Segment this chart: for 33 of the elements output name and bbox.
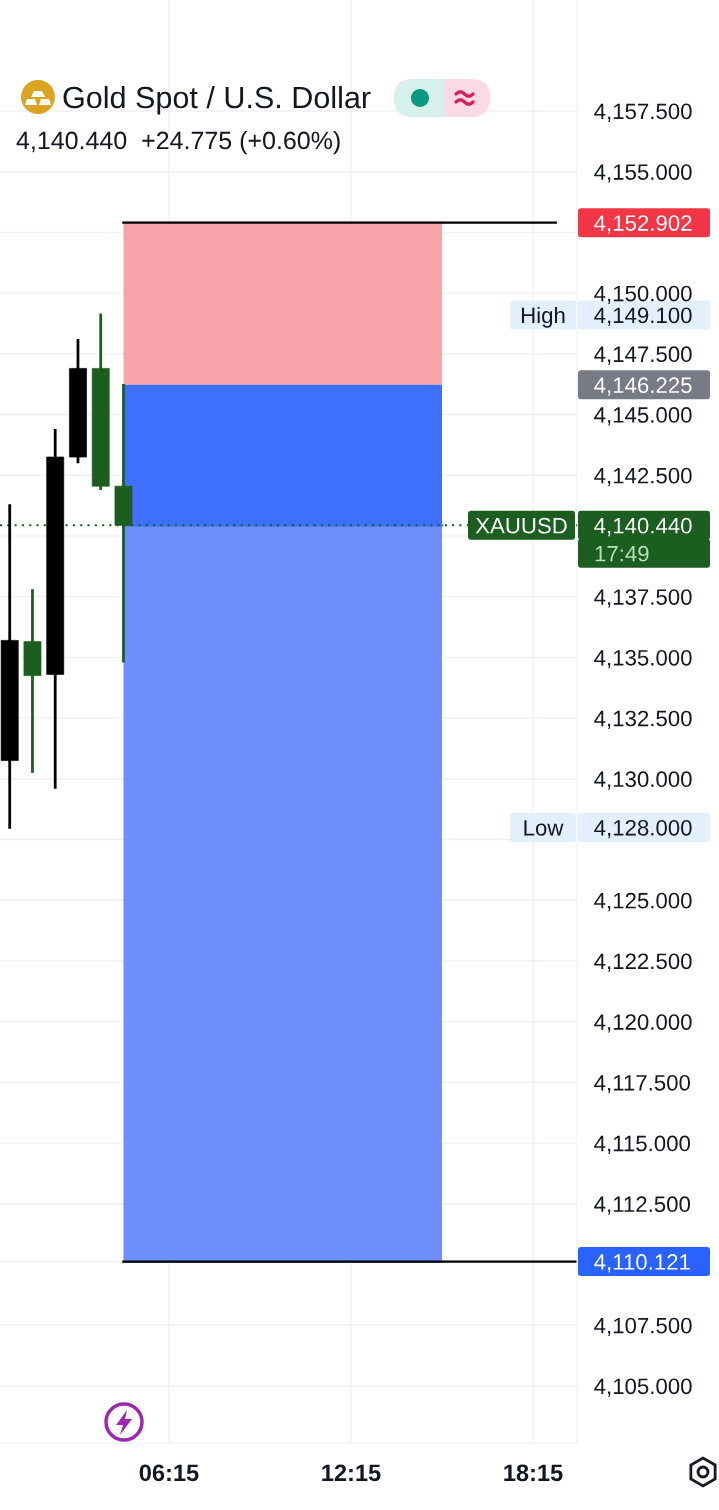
y-tick-label: 4,147.500 bbox=[594, 346, 692, 365]
annotation: Low bbox=[524, 820, 564, 836]
y-tick-label: 4,142.500 bbox=[594, 467, 692, 487]
y-tick-label: 4,115.000 bbox=[594, 1135, 691, 1154]
y-tick-label: 4,137.500 bbox=[594, 589, 692, 608]
y-tick-label: 4,132.500 bbox=[594, 710, 692, 729]
y-tick-label: 4,140.440 bbox=[594, 517, 692, 537]
y-tick-label: 4,150.000 bbox=[594, 285, 692, 305]
y-tick-label: 4,128.000 bbox=[594, 819, 692, 839]
y-tick-label: 4,146.225 bbox=[594, 377, 692, 396]
y-tick-label: 4,130.000 bbox=[594, 771, 692, 790]
y-tick-label: 4,135.000 bbox=[594, 649, 692, 669]
x-tick-label: 12:15 bbox=[322, 1464, 381, 1482]
ref-line-label: XAUUSD bbox=[475, 517, 567, 534]
text: Gold Spot / U.S. Dollar bbox=[63, 85, 371, 115]
y-tick-label: 4,117.500 bbox=[594, 1074, 691, 1094]
y-tick-label: 4,105.000 bbox=[594, 1378, 692, 1397]
y-tick-label: 4,107.500 bbox=[594, 1317, 692, 1337]
text: 4,140.440 +24.775 (+0.60%) bbox=[16, 130, 340, 155]
y-tick-label: 4,112.500 bbox=[594, 1196, 691, 1215]
y-tick-label: 4,125.000 bbox=[594, 892, 692, 912]
y-tick-label: 4,145.000 bbox=[594, 407, 692, 426]
y-tick-label: 4,122.500 bbox=[594, 953, 692, 972]
y-tick-label: 4,110.121 bbox=[594, 1254, 690, 1273]
annotation: High bbox=[521, 306, 565, 328]
y-tick-label: 4,120.000 bbox=[594, 1014, 692, 1033]
y-tick-label: 4,149.100 bbox=[594, 307, 692, 326]
y-tick-label: 4,157.500 bbox=[594, 103, 692, 122]
x-tick-label: 18:15 bbox=[504, 1464, 563, 1482]
y-tick-label: 4,155.000 bbox=[594, 164, 692, 183]
text: 17:49 bbox=[595, 545, 649, 562]
x-tick-label: 06:15 bbox=[139, 1464, 199, 1482]
y-tick-label: 4,152.902 bbox=[594, 215, 692, 234]
